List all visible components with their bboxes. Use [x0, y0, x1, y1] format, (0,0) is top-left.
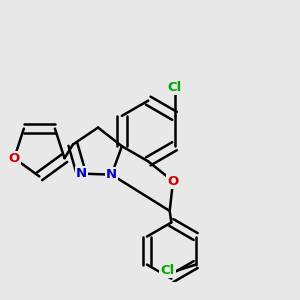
Text: O: O [9, 152, 20, 165]
Text: O: O [167, 175, 178, 188]
Text: Cl: Cl [160, 264, 175, 277]
Text: N: N [76, 167, 87, 180]
Text: Cl: Cl [167, 81, 182, 94]
Text: N: N [106, 168, 117, 181]
